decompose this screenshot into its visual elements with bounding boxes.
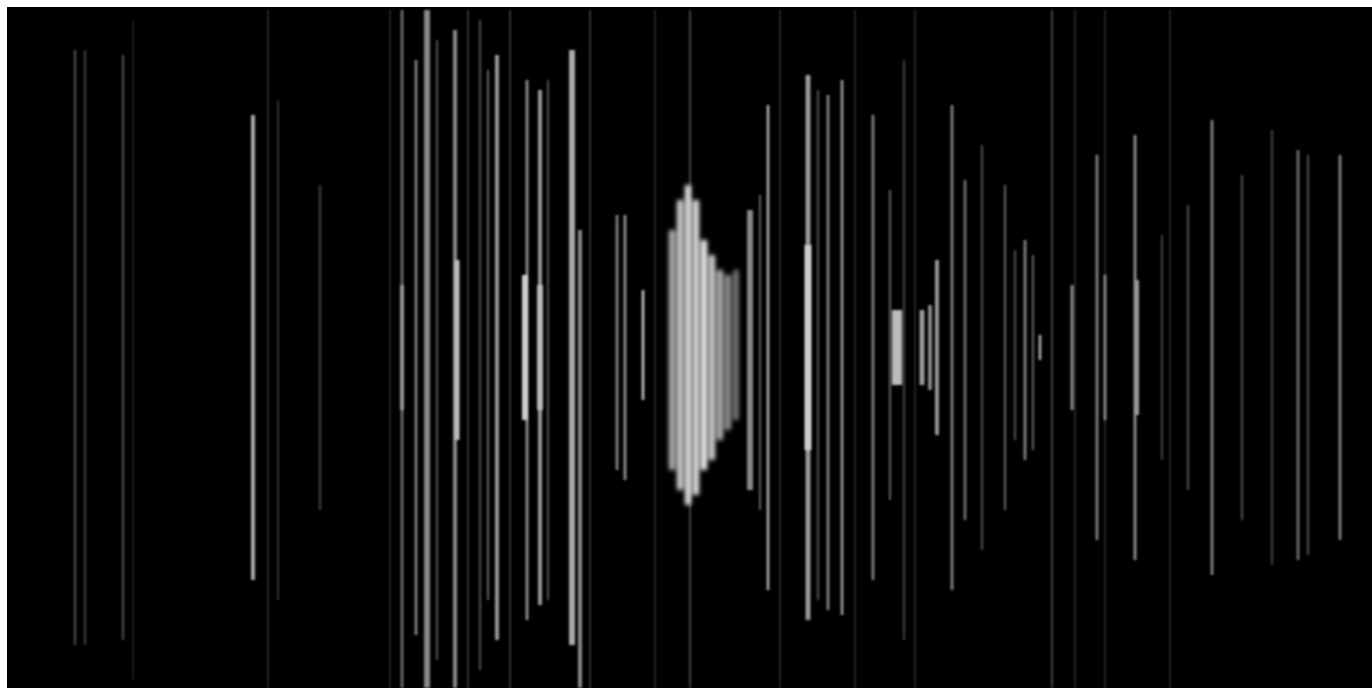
page: Vertical light streaks {} html, body { m… — [0, 0, 1372, 688]
streak-image — [0, 0, 1372, 688]
page-body: (() => { JSON.parse(document.getElementB… — [0, 0, 1372, 688]
